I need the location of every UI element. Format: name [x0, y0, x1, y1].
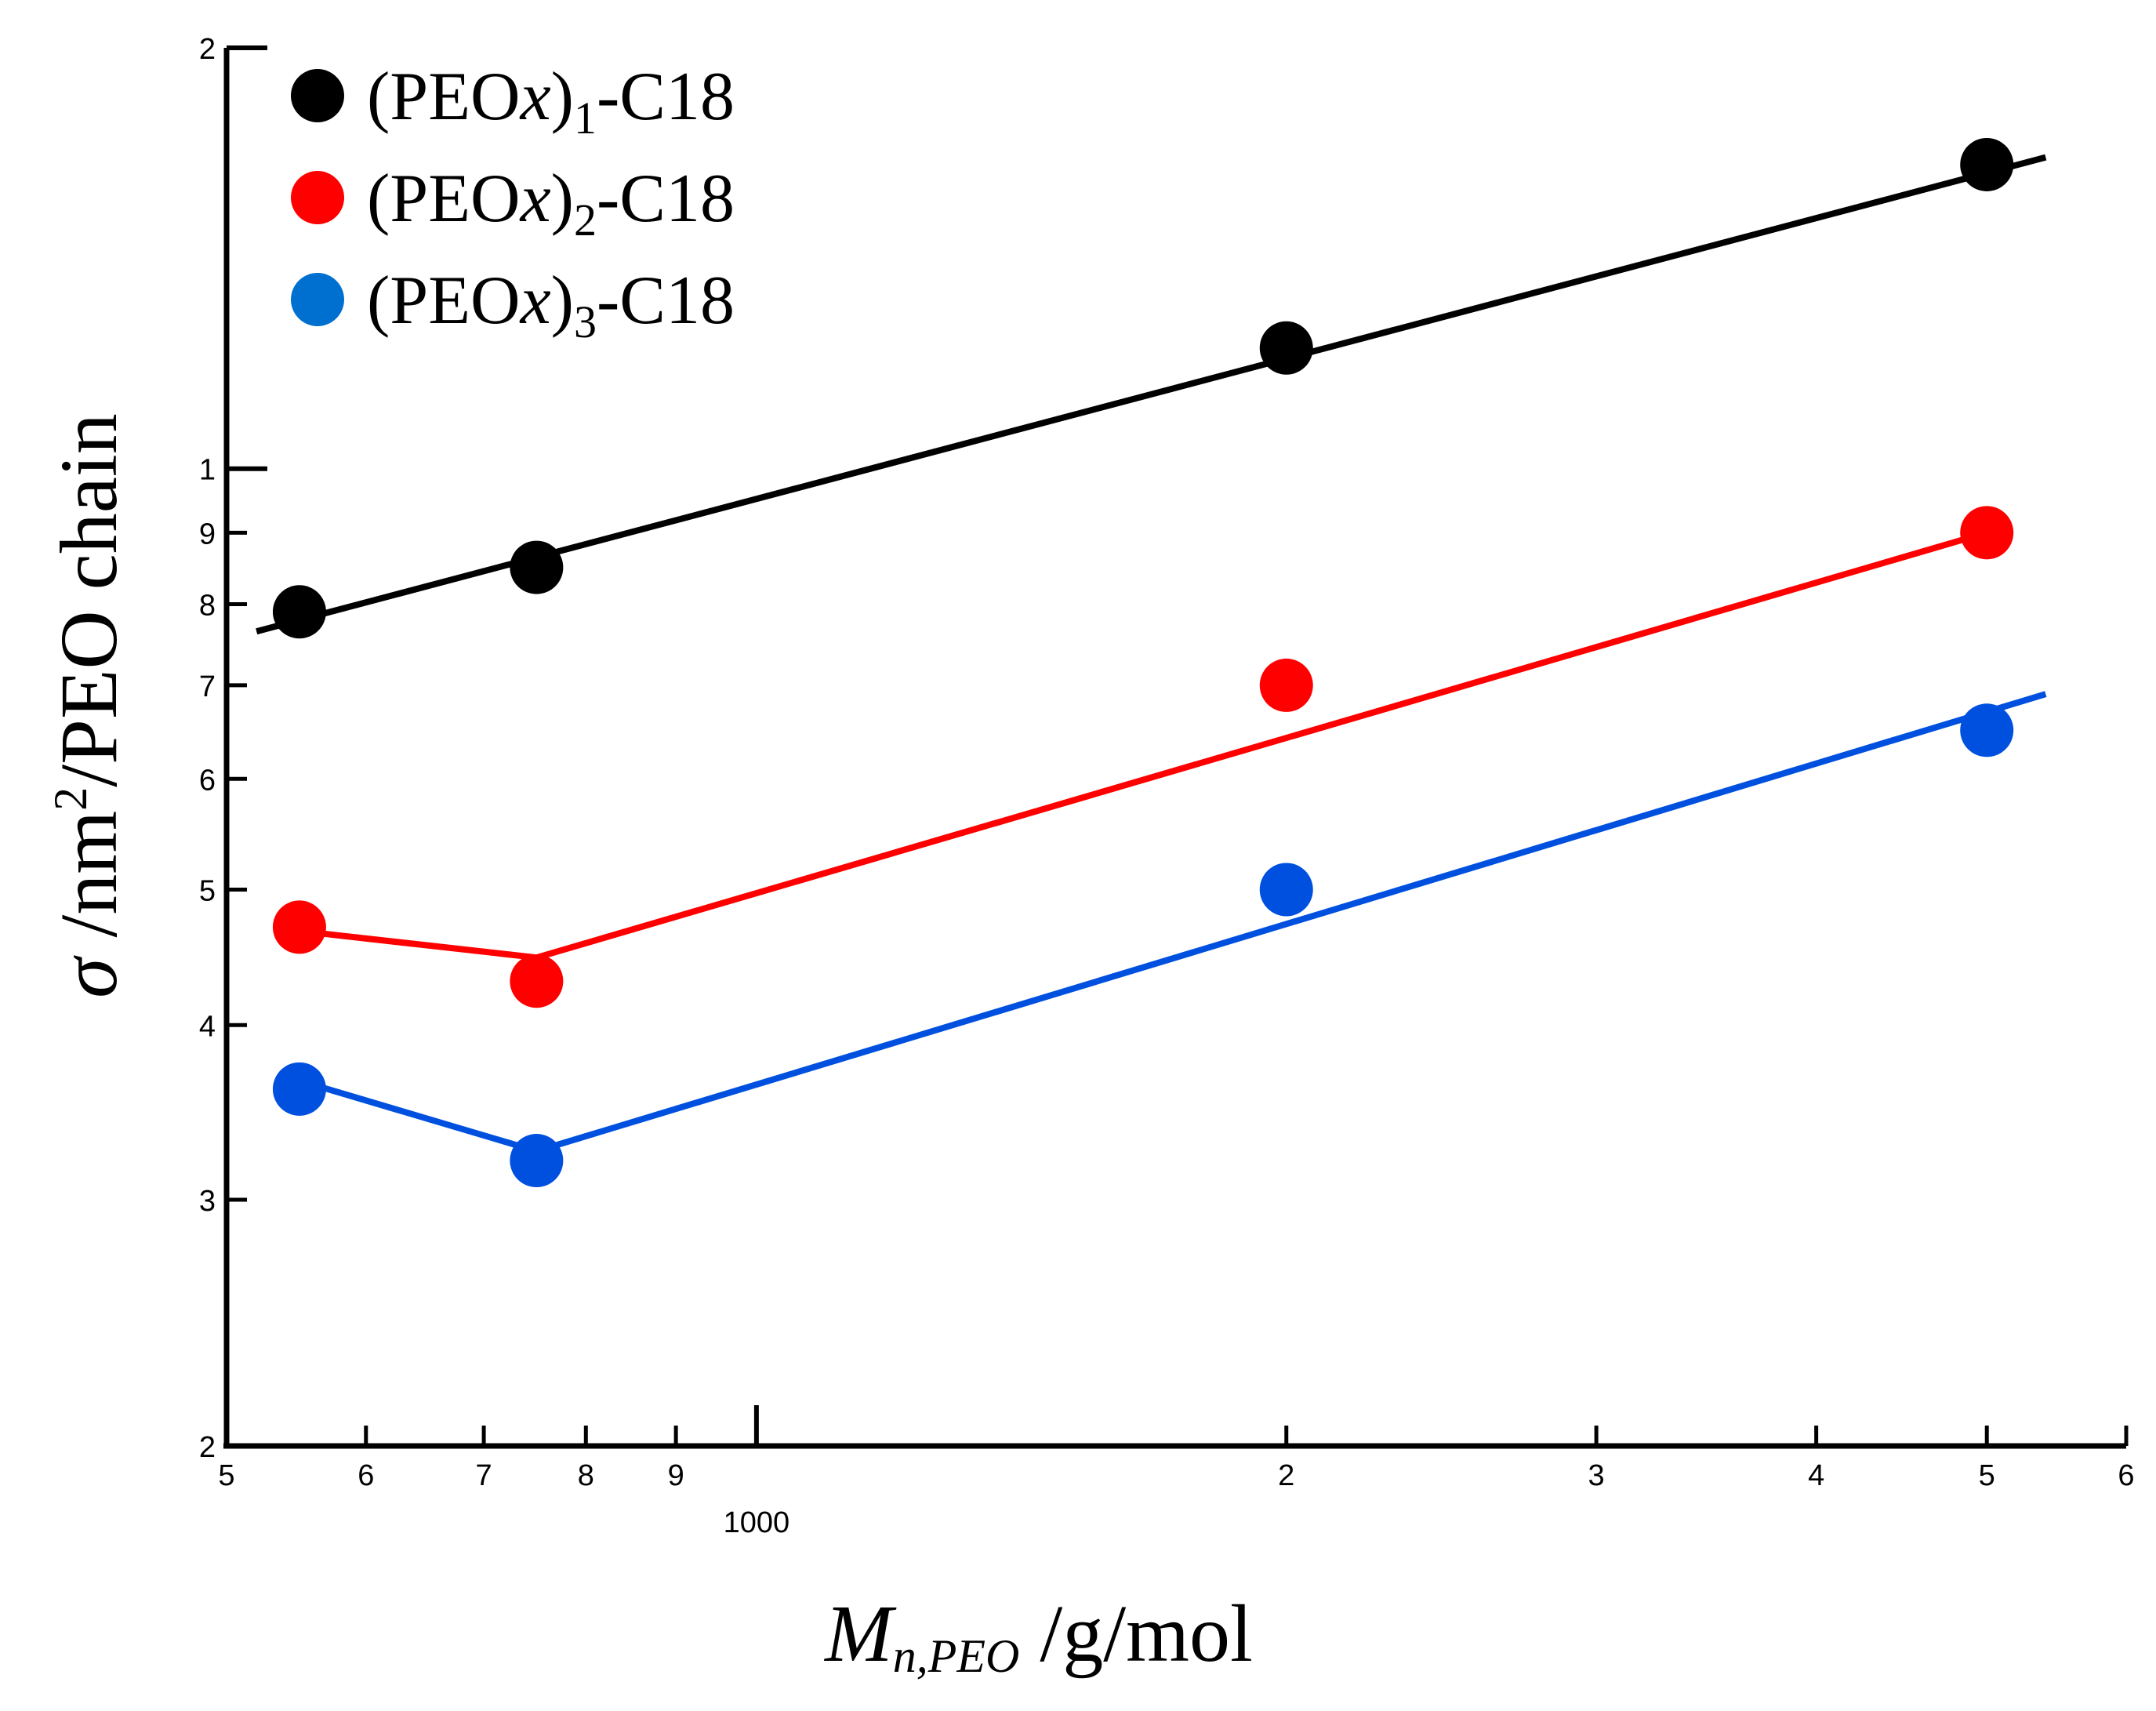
y-axis-title: σ /nm2/PEO chain [44, 413, 134, 998]
data-points [272, 137, 2014, 1188]
legend-marker-series-2 [291, 171, 344, 224]
legend-entry-series-2: (PEOx)2-C18 [291, 161, 735, 245]
legend-label-series-3: (PEOx)3-C18 [367, 263, 735, 347]
y-tick-label: 4 [199, 1010, 216, 1043]
axes [223, 48, 2126, 1449]
x-tick-label: 6 [2118, 1459, 2134, 1492]
x-tick-label: 9 [668, 1459, 684, 1492]
data-point-series-3 [272, 1062, 326, 1116]
x-tick-label: 5 [218, 1459, 234, 1492]
x-tick-label: 5 [1979, 1459, 1995, 1492]
x-axis-title: Mn,PEO /g/mol [823, 1589, 1253, 1682]
fit-line-series-3 [298, 691, 2047, 1154]
ticks: 5 6 7 8 9 2 3 4 5 6 1000 2 3 4 5 6 7 8 9 1 2 [199, 33, 2135, 1539]
y-tick-label: 2 [199, 33, 216, 66]
y-tick-label: 8 [199, 590, 216, 623]
x-tick-label: 7 [476, 1459, 492, 1492]
data-point-series-2 [1960, 506, 2014, 560]
legend-marker-series-1 [291, 69, 344, 122]
legend: (PEOx)1-C18 (PEOx)2-C18 (PEOx)3-C18 [291, 59, 735, 347]
data-point-series-2 [1259, 658, 1313, 712]
y-tick-label: 3 [199, 1185, 216, 1218]
x-tick-label: 3 [1588, 1459, 1605, 1492]
legend-marker-series-3 [291, 273, 344, 326]
data-point-series-1 [1259, 321, 1313, 375]
data-point-series-3 [510, 1134, 564, 1188]
data-point-series-1 [272, 585, 326, 639]
legend-entry-series-3: (PEOx)3-C18 [291, 263, 735, 347]
y-tick-label: 6 [199, 764, 216, 797]
x-tick-label: 4 [1808, 1459, 1824, 1492]
data-point-series-3 [1259, 863, 1313, 917]
y-tick-label: 2 [199, 1431, 216, 1464]
data-point-series-1 [510, 540, 564, 594]
data-point-series-2 [272, 900, 326, 954]
x-major-tick-label: 1000 [724, 1506, 790, 1539]
data-point-series-1 [1960, 137, 2014, 191]
x-tick-label: 6 [358, 1459, 374, 1492]
y-tick-label: 9 [199, 518, 216, 550]
x-tick-label: 2 [1278, 1459, 1294, 1492]
x-tick-label: 8 [578, 1459, 594, 1492]
legend-entry-series-1: (PEOx)1-C18 [291, 59, 735, 143]
data-point-series-3 [1960, 703, 2014, 757]
y-tick-label: 1 [199, 454, 216, 487]
data-point-series-2 [510, 954, 564, 1008]
y-tick-label: 5 [199, 874, 216, 907]
y-tick-label: 7 [199, 670, 216, 703]
legend-label-series-2: (PEOx)2-C18 [367, 161, 735, 245]
fit-line-series-2 [299, 529, 1988, 961]
legend-label-series-1: (PEOx)1-C18 [367, 59, 735, 143]
